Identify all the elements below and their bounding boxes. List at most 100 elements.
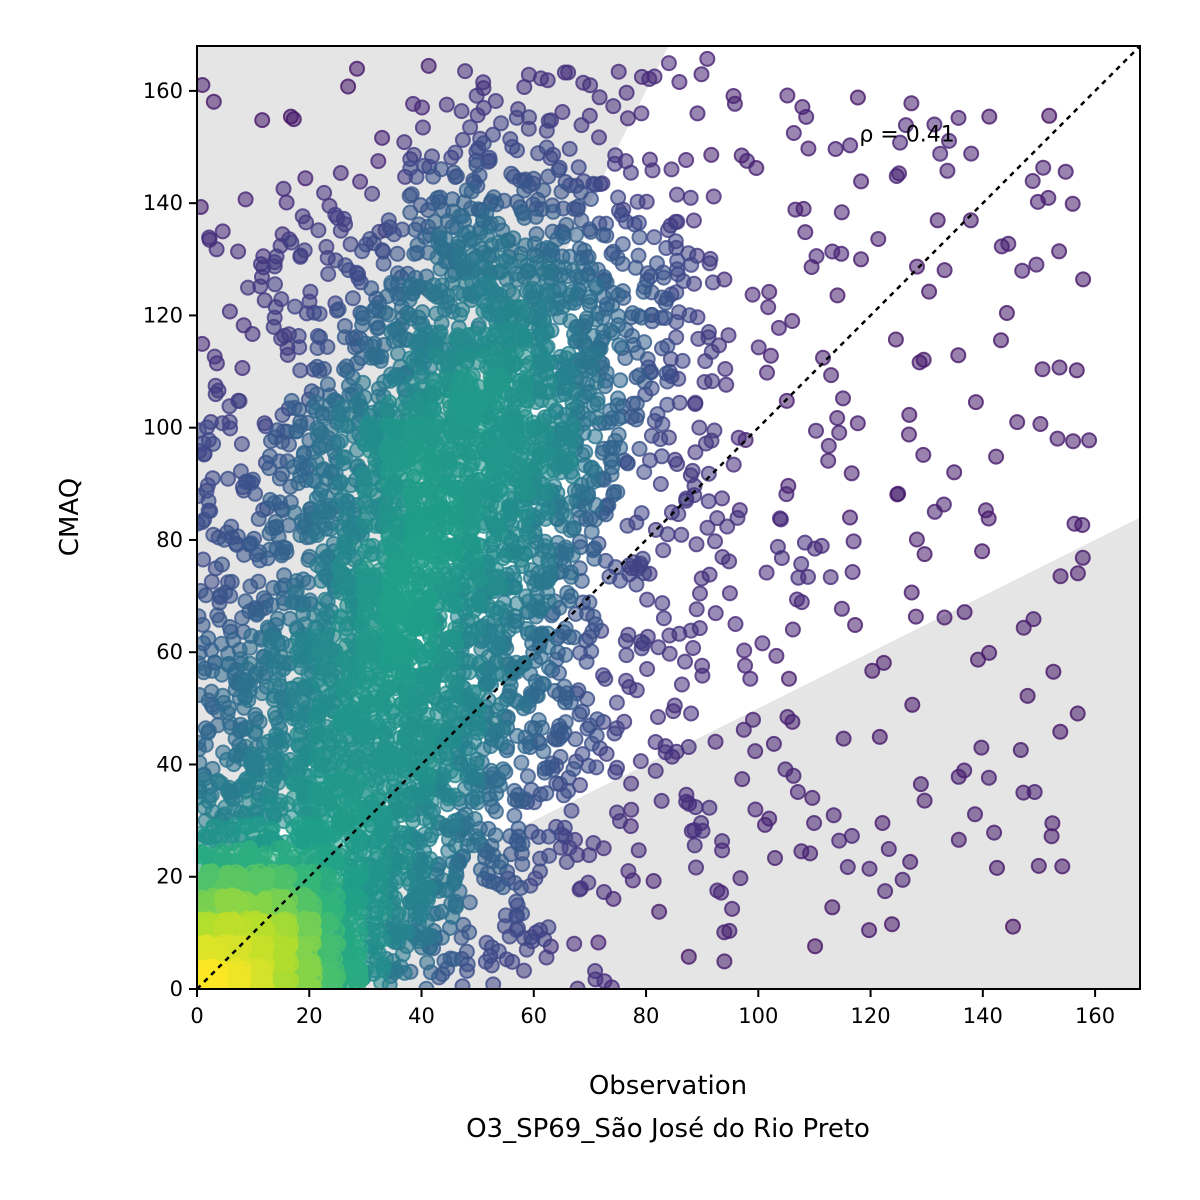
data-point — [208, 355, 225, 372]
data-point — [833, 204, 850, 221]
data-point — [973, 739, 990, 756]
data-point — [720, 327, 737, 344]
data-point — [950, 831, 967, 848]
data-point — [493, 696, 509, 713]
data-point — [495, 719, 512, 736]
data-point — [700, 465, 717, 482]
data-point — [688, 859, 704, 876]
data-point — [197, 771, 213, 788]
data-point — [198, 828, 215, 845]
data-point — [208, 241, 225, 258]
data-point — [540, 112, 557, 129]
data-point — [355, 374, 372, 391]
data-point — [673, 526, 690, 543]
data-point — [833, 600, 850, 617]
data-point — [250, 573, 267, 590]
data-point — [629, 193, 646, 210]
data-point — [610, 410, 627, 427]
data-point — [375, 255, 392, 272]
data-point — [418, 535, 435, 552]
data-point — [844, 564, 861, 580]
data-point — [736, 642, 753, 659]
data-point — [265, 772, 282, 789]
data-point — [330, 301, 347, 318]
data-point — [261, 448, 278, 465]
data-point — [345, 721, 362, 738]
data-point — [442, 724, 459, 741]
data-point — [571, 706, 588, 723]
data-point — [285, 111, 302, 128]
data-point — [962, 212, 979, 229]
data-point — [935, 496, 952, 513]
data-point — [779, 87, 796, 104]
data-point — [312, 329, 328, 346]
data-point — [400, 839, 417, 855]
data-point — [1035, 159, 1052, 176]
data-point — [564, 283, 581, 300]
data-point — [946, 464, 963, 481]
data-point — [316, 361, 332, 377]
data-point — [627, 259, 644, 276]
data-point — [678, 152, 695, 168]
data-point — [688, 601, 705, 618]
data-point — [595, 226, 612, 243]
data-point — [1019, 687, 1036, 704]
data-point — [292, 418, 309, 435]
data-point — [320, 748, 337, 765]
data-point — [402, 204, 419, 221]
data-point — [520, 66, 537, 83]
data-point — [570, 159, 587, 176]
data-point — [552, 309, 569, 326]
data-point — [350, 963, 367, 980]
data-point — [396, 854, 413, 871]
data-point — [344, 802, 361, 818]
data-point — [651, 903, 668, 920]
data-point — [197, 608, 207, 625]
data-point — [444, 546, 461, 562]
data-point — [553, 505, 570, 522]
data-point — [675, 273, 692, 290]
data-point — [337, 535, 354, 552]
data-point — [652, 476, 669, 492]
data-point — [240, 692, 257, 709]
data-point — [894, 871, 911, 888]
data-point — [553, 183, 570, 200]
data-point — [610, 189, 627, 206]
data-point — [453, 103, 470, 120]
data-point — [716, 953, 733, 970]
data-point — [552, 721, 569, 738]
data-point — [605, 243, 622, 260]
data-point — [197, 199, 209, 215]
data-point — [447, 594, 464, 610]
data-point — [932, 145, 949, 162]
data-point — [540, 353, 557, 370]
data-point — [197, 77, 211, 93]
data-point — [219, 783, 236, 800]
data-point — [556, 370, 573, 387]
data-point — [650, 709, 666, 725]
data-point — [884, 916, 900, 933]
data-point — [263, 822, 279, 838]
data-point — [618, 647, 635, 664]
data-point — [439, 690, 455, 707]
data-point — [308, 453, 325, 470]
data-point — [864, 662, 881, 679]
data-point — [787, 201, 804, 218]
data-point — [870, 231, 887, 247]
data-point — [308, 490, 325, 507]
data-point — [653, 289, 670, 306]
data-point — [580, 473, 597, 490]
data-point — [980, 769, 997, 786]
data-point — [565, 761, 582, 777]
data-point — [588, 759, 605, 776]
data-point — [604, 459, 620, 476]
data-point — [219, 820, 236, 837]
data-point — [417, 228, 433, 245]
data-point — [623, 801, 640, 818]
data-point — [267, 514, 284, 530]
data-point — [504, 404, 521, 421]
data-point — [1043, 828, 1060, 845]
data-point — [1034, 361, 1051, 378]
data-point — [581, 221, 598, 238]
data-point — [761, 283, 778, 300]
